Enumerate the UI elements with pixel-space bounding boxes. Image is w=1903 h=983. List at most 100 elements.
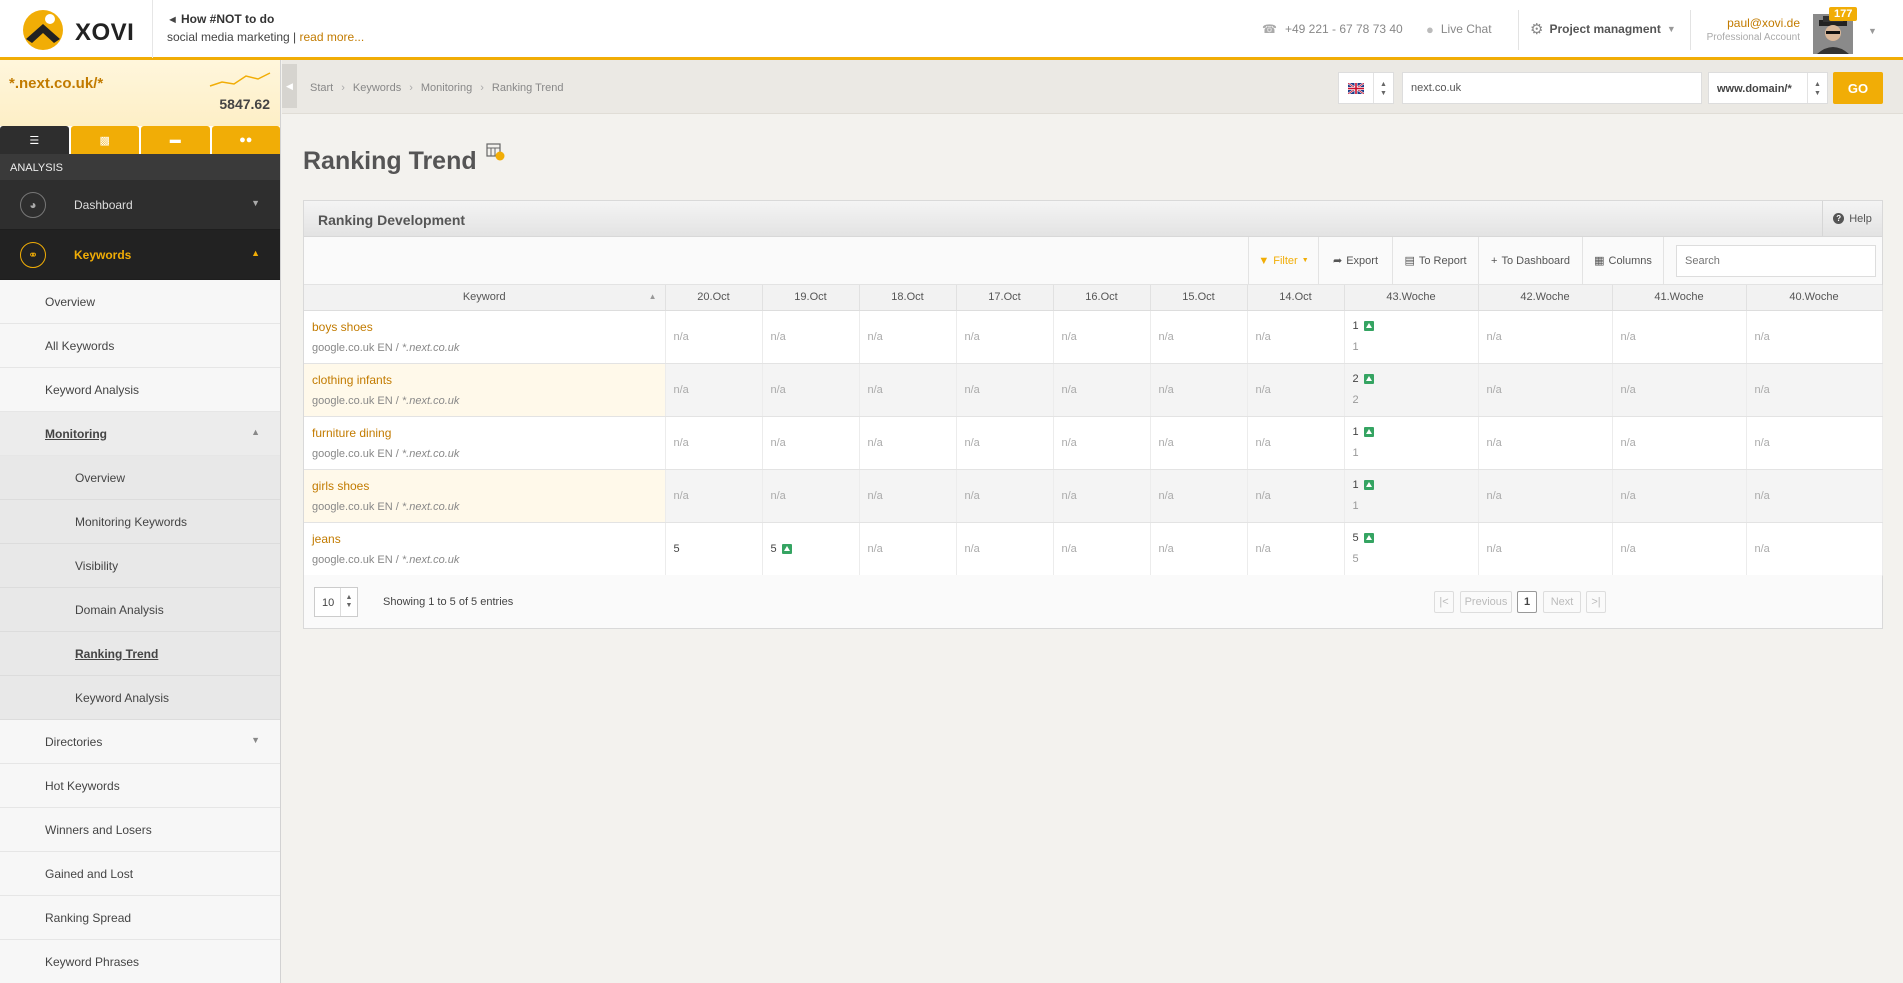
columns-button[interactable]: ▦ Columns [1582, 237, 1664, 284]
last-page-button[interactable]: >| [1586, 591, 1606, 613]
spinner-arrows-icon[interactable]: ▲ ▼ [340, 588, 357, 616]
project-box[interactable]: *.next.co.uk/* 5847.62 [0, 60, 280, 126]
column-header[interactable]: 16.Oct [1053, 285, 1151, 311]
column-header[interactable]: 15.Oct [1150, 285, 1248, 311]
column-header[interactable]: 14.Oct [1247, 285, 1345, 311]
column-header[interactable]: 18.Oct [859, 285, 957, 311]
chat-bubble-icon: ● [1426, 21, 1434, 37]
sidebar-item-ranking-trend[interactable]: Ranking Trend [0, 632, 280, 676]
country-select[interactable]: ▲ ▼ [1338, 72, 1394, 104]
promo-read-more-link[interactable]: read more... [299, 30, 365, 44]
sidebar-item-gained-lost[interactable]: Gained and Lost [0, 852, 280, 896]
go-button[interactable]: GO [1833, 72, 1883, 104]
tab-users[interactable]: ●● [211, 126, 280, 154]
keyword-engine: google.co.uk EN / *.next.co.uk [312, 553, 460, 566]
help-button[interactable]: ? Help [1822, 201, 1882, 236]
page-title: Ranking Trend [303, 147, 477, 175]
sidebar-item-winners-losers[interactable]: Winners and Losers [0, 808, 280, 852]
chevron-down-icon: ▼ [251, 735, 260, 745]
page-size-select[interactable]: 10 ▲ ▼ [314, 587, 358, 617]
sidebar-item-overview[interactable]: Overview [0, 280, 280, 324]
add-to-dashboard-icon[interactable] [486, 143, 506, 163]
filter-button[interactable]: ▼ Filter ▼ [1248, 237, 1318, 284]
avatar[interactable] [1813, 14, 1853, 54]
chevron-left-icon: ◀ [286, 80, 293, 91]
phone-number[interactable]: ☎ +49 221 - 67 78 73 40 [1262, 0, 1403, 58]
spinner-arrows-icon[interactable]: ▲ ▼ [1807, 73, 1827, 103]
breadcrumb-monitoring[interactable]: Monitoring [420, 82, 473, 94]
column-header[interactable]: 20.Oct [665, 285, 763, 311]
sidebar-item-monitoring-keywords[interactable]: Monitoring Keywords [0, 500, 280, 544]
breadcrumb-keywords[interactable]: Keywords [352, 82, 402, 94]
table-search-input[interactable] [1676, 245, 1876, 277]
sidebar-item-ranking-spread[interactable]: Ranking Spread [0, 896, 280, 940]
keyword-link[interactable]: boys shoes [312, 319, 373, 334]
column-header[interactable]: 17.Oct [956, 285, 1054, 311]
sidebar-item-keyword-analysis[interactable]: Keyword Analysis [0, 368, 280, 412]
column-header[interactable]: 19.Oct [762, 285, 860, 311]
sidebar-item-directories[interactable]: Directories ▼ [0, 720, 280, 764]
sidebar-item-domain-analysis[interactable]: Domain Analysis [0, 588, 280, 632]
first-page-button[interactable]: |< [1434, 591, 1454, 613]
rank-cell: n/a [859, 363, 957, 417]
sidebar-item-monitoring[interactable]: Monitoring ▲ [0, 412, 280, 456]
sidebar-item-keyword-phrases[interactable]: Keyword Phrases [0, 940, 280, 983]
notification-badge[interactable]: 177 [1829, 7, 1858, 21]
table-row: jeans google.co.uk EN / *.next.co.uk 5 5… [304, 522, 1883, 576]
tab-list[interactable]: ☰ [0, 126, 69, 154]
sidebar-item-monitoring-overview[interactable]: Overview [0, 456, 280, 500]
live-chat-link[interactable]: ● Live Chat [1426, 0, 1492, 58]
domain-mode-select[interactable]: www.domain/* ▲ ▼ [1708, 72, 1828, 104]
column-header[interactable]: 43.Woche [1344, 285, 1479, 311]
sidebar-item-visibility[interactable]: Visibility [0, 544, 280, 588]
rank-value: 5 [770, 542, 777, 555]
caret-down-icon[interactable]: ▼ [1868, 26, 1877, 36]
domain-input[interactable] [1402, 72, 1702, 104]
help-label: Help [1849, 212, 1872, 225]
export-button[interactable]: ➦ Export [1318, 237, 1392, 284]
export-label: Export [1346, 254, 1378, 267]
rank-cell: n/a [1247, 469, 1345, 523]
column-header[interactable]: 42.Woche [1478, 285, 1613, 311]
megaphone-icon: ◄ [167, 14, 178, 26]
sidebar-item-hot-keywords[interactable]: Hot Keywords [0, 764, 280, 808]
account-info[interactable]: paul@xovi.de Professional Account [1700, 16, 1800, 43]
sidebar-item-all-keywords[interactable]: All Keywords [0, 324, 280, 368]
project-management-menu[interactable]: ⚙ Project managment ▼ [1530, 0, 1676, 58]
key-icon: ⚭ [20, 241, 46, 268]
entries-info: Showing 1 to 5 of 5 entries [383, 596, 514, 608]
column-header-keyword[interactable]: Keyword ▲ [304, 285, 666, 311]
xovi-logo[interactable]: XOVI [20, 7, 150, 53]
previous-page-button[interactable]: Previous [1460, 591, 1512, 613]
table-row: boys shoes google.co.uk EN / *.next.co.u… [304, 310, 1883, 364]
to-report-button[interactable]: ▤ To Report [1392, 237, 1478, 284]
tab-reports[interactable]: ▩ [70, 126, 139, 154]
keyword-link[interactable]: furniture dining [312, 425, 392, 440]
keyword-link[interactable]: clothing infants [312, 372, 393, 387]
rank-cell: n/a [859, 416, 957, 470]
trend-up-icon [1363, 427, 1374, 437]
breadcrumb-start[interactable]: Start [310, 82, 334, 94]
rank-cell: n/a [1247, 522, 1345, 576]
to-dashboard-button[interactable]: + To Dashboard [1478, 237, 1582, 284]
keyword-link[interactable]: girls shoes [312, 478, 370, 493]
next-page-button[interactable]: Next [1543, 591, 1581, 613]
spinner-arrows-icon[interactable]: ▲ ▼ [1373, 73, 1393, 103]
tab-folders[interactable]: ▬ [141, 126, 210, 154]
rank-cell: n/a [1150, 416, 1248, 470]
sidebar-item-keywords[interactable]: ⚭ Keywords ▲ [0, 230, 280, 280]
main-content: ◀ Start › Keywords › Monitoring › Rankin… [282, 60, 1903, 983]
sidebar-item-monitoring-keyword-analysis[interactable]: Keyword Analysis [0, 676, 280, 720]
keyword-link[interactable]: jeans [312, 531, 341, 546]
table-row: girls shoes google.co.uk EN / *.next.co.… [304, 469, 1883, 523]
page-1-button[interactable]: 1 [1517, 591, 1537, 613]
list-icon: ☰ [29, 134, 40, 147]
sidebar-item-label: Dashboard [74, 197, 133, 212]
document-icon: ▤ [1404, 255, 1415, 267]
column-header[interactable]: 40.Woche [1746, 285, 1883, 311]
collapse-sidebar-button[interactable]: ◀ [282, 64, 297, 108]
rank-cell: n/a [1053, 522, 1151, 576]
sidebar-item-dashboard[interactable]: ◕ Dashboard ▼ [0, 180, 280, 230]
panel-title: Ranking Development [318, 212, 466, 228]
column-header[interactable]: 41.Woche [1612, 285, 1747, 311]
